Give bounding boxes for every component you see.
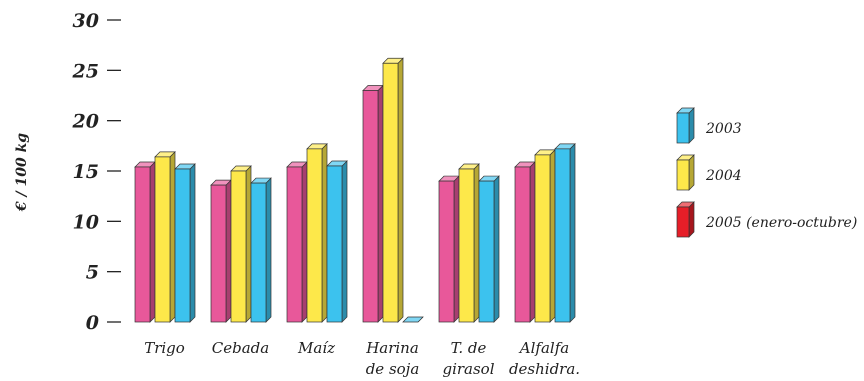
bars [134, 57, 576, 323]
bar-0-2 [174, 163, 196, 323]
bar-4-0-side [453, 175, 460, 323]
legend: 2003 2004 2005 (enero-octubre) [676, 107, 857, 238]
bar-3-1-front [382, 62, 399, 323]
legend-swatch-1-side [688, 154, 695, 191]
bar-0-1-side [169, 151, 176, 323]
bar-4-2-side [493, 175, 500, 323]
x-tick-label-1-0: Cebada [212, 339, 269, 357]
bar-0-0 [134, 161, 156, 323]
legend-swatch-0-front [676, 112, 690, 144]
bar-1-1-front [230, 170, 247, 323]
y-tick-label-0: 0 [86, 312, 99, 334]
bar-3-1-side [397, 57, 404, 323]
bar-2-1-side [321, 143, 328, 323]
bar-1-2-side [265, 177, 272, 323]
y-tick-label-3: 15 [73, 161, 99, 183]
legend-swatch-2-front [676, 206, 690, 238]
bar-5-2-side [569, 143, 576, 323]
bar-2-1-front [306, 148, 323, 323]
bar-4-2-front [478, 180, 495, 323]
bar-3-0 [362, 84, 384, 323]
y-axis: 0 5 10 15 20 25 30 [72, 10, 121, 334]
y-tick-label-5: 25 [72, 60, 99, 82]
bar-3-1 [382, 57, 404, 323]
legend-swatch-2 [676, 201, 695, 238]
bar-5-2 [554, 143, 576, 323]
x-tick-label-3-0: Harina [365, 339, 419, 357]
bar-5-1-front [534, 154, 551, 323]
bar-0-2-side [189, 163, 196, 323]
bar-0-2-front [174, 168, 191, 323]
legend-label-0: 2003 [705, 121, 742, 137]
legend-swatch-0 [676, 107, 695, 144]
bar-0-1 [154, 151, 176, 323]
bar-3-0-front [362, 90, 379, 323]
bar-1-1-side [245, 165, 252, 323]
bar-2-0 [286, 161, 308, 323]
y-tick-label-2: 10 [73, 211, 99, 233]
bar-1-1 [230, 165, 252, 323]
x-tick-label-2-0: Maíz [297, 339, 335, 357]
x-tick-label-4-1: girasol [442, 360, 494, 378]
bar-2-2-side [341, 160, 348, 323]
y-axis-label: € / 100 kg [14, 133, 30, 212]
bar-2-2-front [326, 165, 343, 323]
x-tick-label-5-1: deshidra. [509, 360, 580, 378]
bar-0-0-front [134, 166, 151, 323]
bar-5-0-side [529, 161, 536, 323]
bar-0-1-front [154, 156, 171, 323]
bar-0-0-side [149, 161, 156, 323]
bar-2-0-side [301, 161, 308, 323]
legend-swatch-1 [676, 154, 695, 191]
bar-5-1-side [549, 149, 556, 323]
bar-4-2 [478, 175, 500, 323]
x-tick-label-4-0: T. de [451, 339, 487, 357]
legend-label-2: 2005 (enero-octubre) [705, 215, 857, 231]
y-tick-label-6: 30 [73, 10, 99, 32]
bar-2-0-front [286, 166, 303, 323]
legend-swatch-2-side [688, 201, 695, 238]
bar-4-0 [438, 175, 460, 323]
bar-3-2 [402, 316, 424, 323]
bar-4-1-front [458, 168, 475, 323]
y-tick-label-1: 5 [86, 262, 99, 284]
bar-1-0-front [210, 184, 227, 323]
bar-2-2 [326, 160, 348, 323]
legend-swatch-0-side [688, 107, 695, 144]
bar-1-2 [250, 177, 272, 323]
bar-5-2-front [554, 148, 571, 323]
bar-5-0-front [514, 166, 531, 323]
bar-1-0 [210, 179, 232, 323]
legend-label-1: 2004 [705, 168, 742, 184]
bar-4-0-front [438, 180, 455, 323]
x-tick-label-0-0: Trigo [144, 339, 185, 357]
bar-3-2-top [402, 316, 424, 323]
x-axis-labels: Trigo Cebada Maíz Harina de soja T. de girasol… [144, 339, 580, 378]
x-tick-label-5-0: Alfalfa [518, 339, 569, 357]
bar-1-2-front [250, 182, 267, 323]
bar-1-0-side [225, 179, 232, 323]
y-tick-label-4: 20 [72, 111, 99, 133]
bar-2-1 [306, 143, 328, 323]
bar-3-0-side [377, 84, 384, 323]
bar-4-1-side [473, 163, 480, 323]
bar-5-1 [534, 149, 556, 323]
bar-4-1 [458, 163, 480, 323]
x-tick-label-3-1: de soja [366, 360, 420, 378]
legend-swatch-1-front [676, 159, 690, 191]
bar-5-0 [514, 161, 536, 323]
